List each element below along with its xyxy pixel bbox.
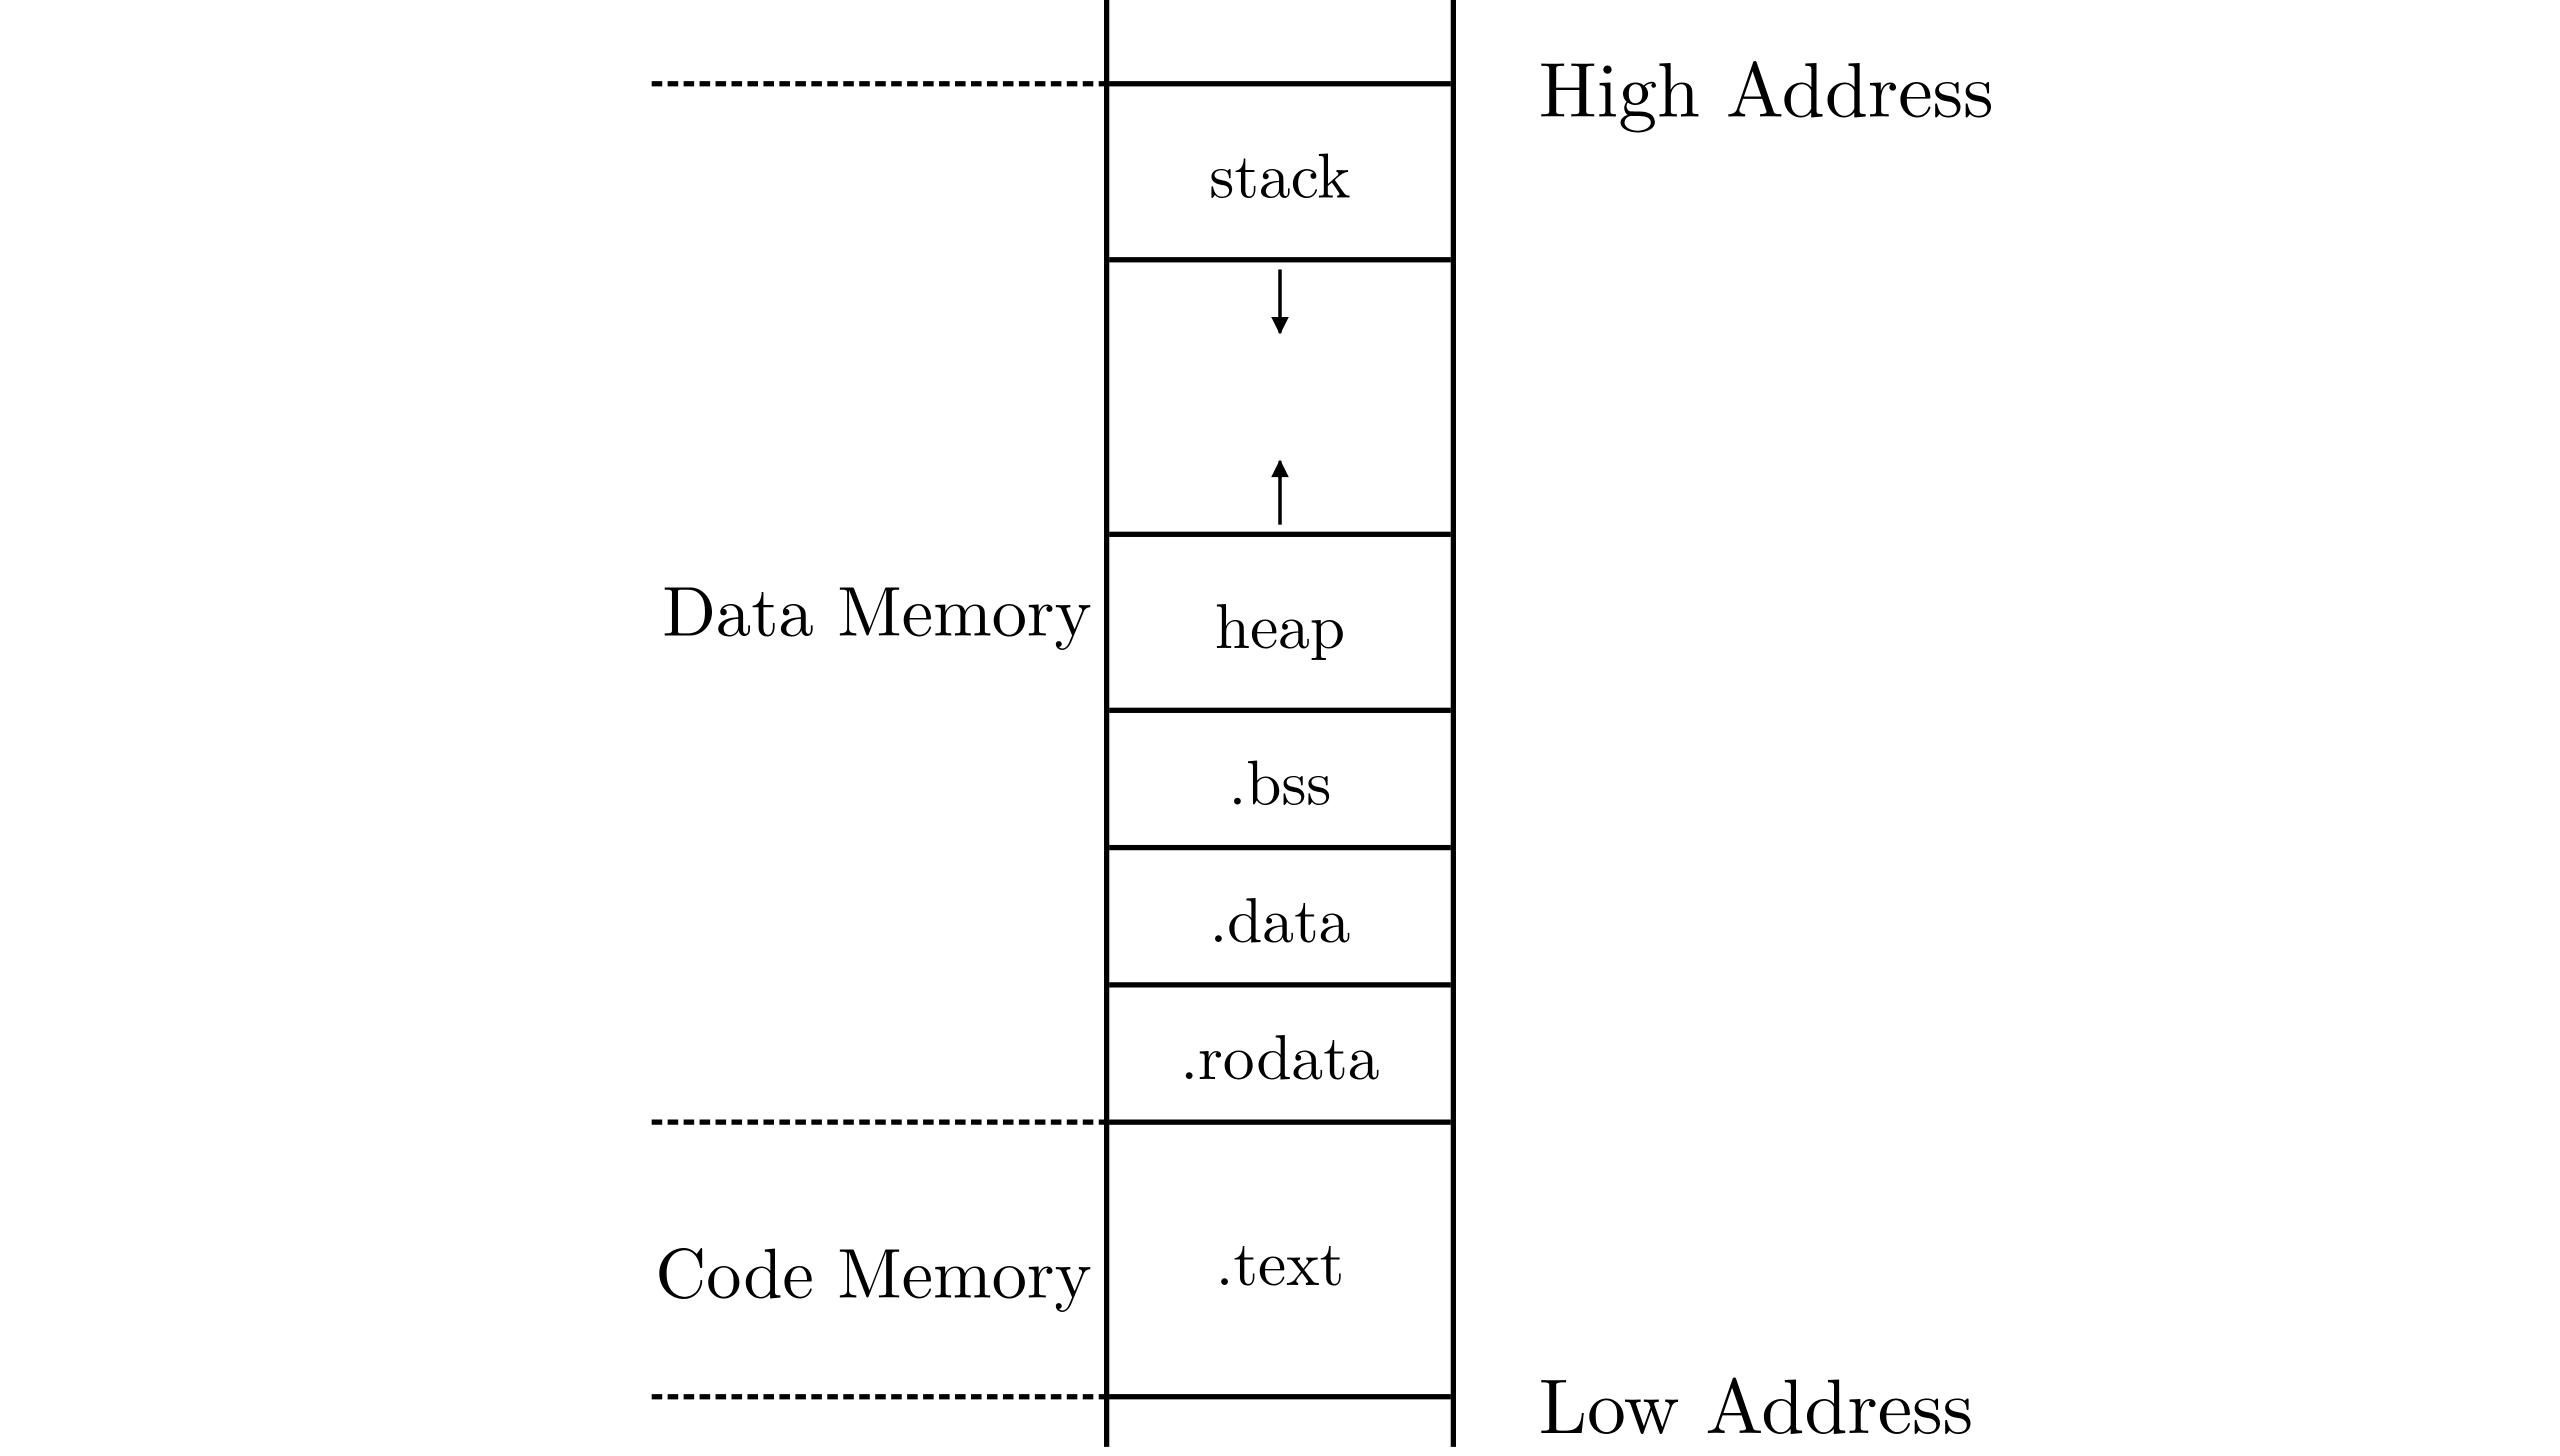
segment-top-gap — [1109, 0, 1450, 81]
dashed-divider-bottom — [652, 1394, 1110, 1399]
memory-layout-diagram: Data Memory Code Memory High Address Low… — [1104, 0, 1456, 1447]
memory-column: Data Memory Code Memory High Address Low… — [1104, 0, 1456, 1447]
label-data-memory: Data Memory — [662, 556, 1091, 656]
segment-text: .text — [1109, 1120, 1450, 1395]
label-code-memory: Code Memory — [655, 1218, 1091, 1318]
segment-text-label: .text — [1216, 1215, 1345, 1305]
segment-stack: stack — [1109, 81, 1450, 257]
segment-gap — [1109, 257, 1450, 532]
label-high-address: High Address — [1539, 28, 1994, 139]
segment-data-label: .data — [1210, 871, 1351, 961]
segment-rodata: .rodata — [1109, 982, 1450, 1119]
segment-bss: .bss — [1109, 708, 1450, 845]
segment-data: .data — [1109, 845, 1450, 982]
segment-stack-label: stack — [1209, 127, 1350, 217]
segment-heap: heap — [1109, 532, 1450, 708]
label-low-address: Low Address — [1539, 1345, 1973, 1456]
stack-grow-arrow-icon — [1278, 269, 1282, 332]
segment-bottom-gap — [1109, 1394, 1450, 1447]
dashed-divider-top — [652, 81, 1110, 86]
segment-heap-label: heap — [1215, 577, 1345, 667]
dashed-divider-data-code — [652, 1120, 1110, 1125]
segment-bss-label: .bss — [1229, 734, 1332, 824]
heap-grow-arrow-icon — [1278, 461, 1282, 524]
segment-rodata-label: .rodata — [1180, 1009, 1379, 1099]
